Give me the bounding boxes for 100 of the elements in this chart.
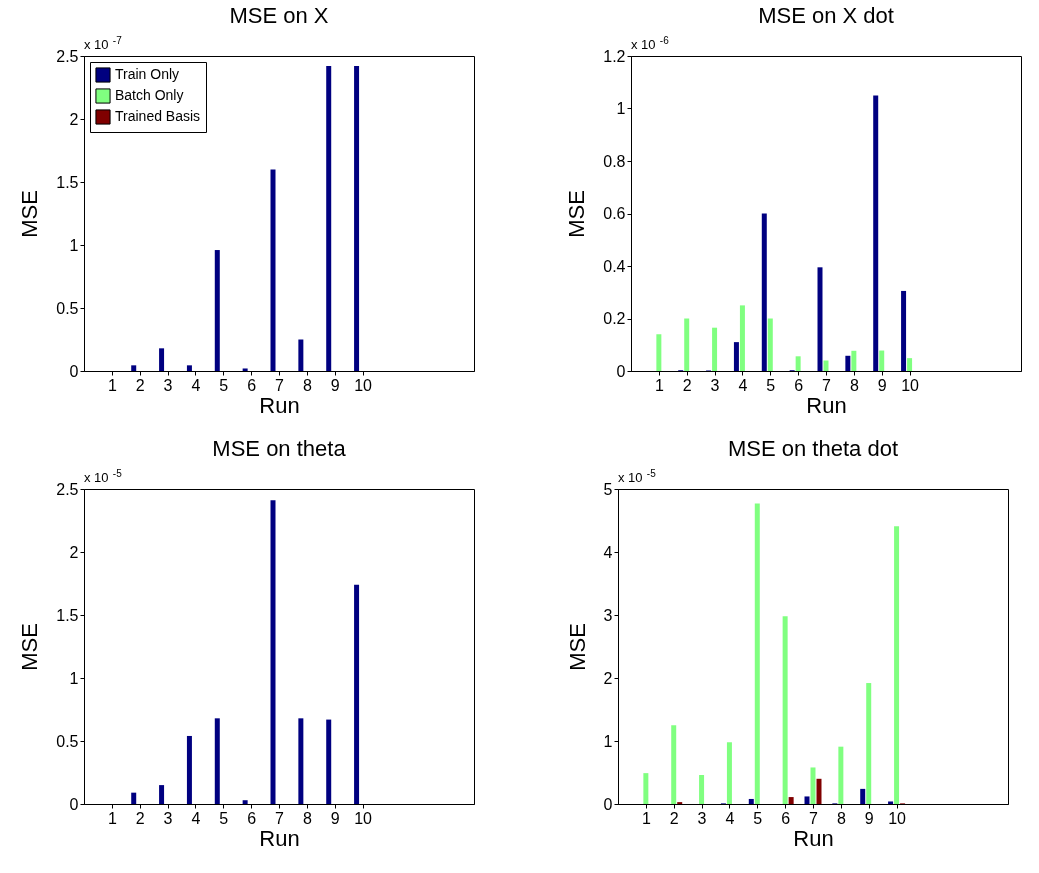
x-tick-label: 2 [135, 376, 145, 394]
x-axis-title: Run [259, 825, 300, 851]
text: x 10-5 [84, 468, 123, 485]
bar [699, 775, 705, 804]
y-tick-label: 0.2 [603, 310, 626, 327]
x-tick-label: 9 [864, 809, 874, 827]
y-tick-label: 0.6 [603, 205, 626, 222]
y-tick-label: 0.8 [603, 152, 626, 170]
bar [894, 526, 900, 804]
bar [873, 95, 879, 371]
y-tick-label: 2.5 [56, 47, 79, 65]
y-tick-label: 0 [69, 362, 79, 380]
x-tick-label: 5 [766, 376, 776, 394]
bar [761, 213, 767, 371]
bar [767, 318, 773, 371]
x-tick-label: 3 [710, 376, 720, 394]
y-tick-label: 4 [603, 543, 613, 561]
bar [270, 500, 276, 804]
bar [788, 797, 794, 804]
y-tick-label: 1 [616, 100, 626, 117]
bar [866, 683, 872, 804]
bar [656, 334, 662, 371]
bar [684, 318, 690, 371]
chart-title: MSE on theta dot [728, 436, 898, 461]
y-tick-label: 2 [69, 543, 79, 561]
bar [131, 792, 137, 804]
x-tick-label: 3 [697, 809, 707, 827]
x-tick-label: 6 [247, 376, 257, 394]
y-tick-label: 0.4 [603, 257, 626, 275]
x-tick-label: 9 [330, 809, 340, 827]
x-tick-label: 4 [725, 809, 735, 827]
bar [270, 169, 276, 371]
x-tick-label: 7 [809, 809, 819, 827]
x-tick-label: 10 [888, 809, 907, 827]
y-tick-label: 3 [603, 606, 613, 624]
x-tick-label: 2 [669, 809, 679, 827]
x-tick-label: 9 [330, 376, 340, 394]
bar [810, 767, 816, 804]
y-tick-label: 0 [616, 362, 626, 380]
x-axis-title: Run [793, 825, 834, 851]
text: x 10-7 [84, 35, 123, 52]
x-tick-label: 4 [191, 809, 201, 827]
x-tick-label: 5 [753, 809, 763, 827]
bar [901, 290, 907, 371]
x-tick-label: 8 [849, 376, 859, 394]
bar [214, 250, 220, 371]
y-axis-title: MSE [564, 623, 590, 671]
x-tick-label: 7 [822, 376, 832, 394]
y-tick-label: 0.5 [56, 299, 79, 317]
y-tick-label: 1.5 [56, 606, 79, 624]
bar [298, 718, 304, 804]
y-tick-label: 1.2 [603, 47, 626, 65]
y-tick-label: 2 [69, 110, 79, 128]
bar [643, 773, 649, 804]
x-tick-label: 7 [275, 809, 285, 827]
legend-label: Batch Only [115, 87, 184, 103]
bar [816, 778, 822, 804]
y-tick-label: 5 [603, 480, 613, 498]
bar [748, 798, 754, 804]
x-tick-label: 9 [877, 376, 887, 394]
bar [131, 365, 137, 371]
x-tick-label: 8 [302, 376, 312, 394]
y-axis-title: MSE [17, 190, 43, 238]
bar [795, 356, 801, 371]
legend-label: Train Only [115, 66, 180, 82]
y-tick-label: 1 [69, 236, 79, 254]
bar [733, 342, 739, 371]
x-axis-title: Run [806, 392, 847, 418]
y-tick-label: 0 [69, 795, 79, 813]
y-tick-label: 2 [603, 669, 613, 687]
bar [823, 360, 829, 371]
bar [888, 801, 894, 804]
x-tick-label: 10 [354, 809, 373, 827]
y-tick-label: 1.5 [56, 173, 79, 191]
chart-title: MSE on X dot [758, 3, 894, 28]
text: x 10-6 [631, 35, 670, 52]
bar [845, 355, 851, 371]
x-tick-label: 6 [794, 376, 804, 394]
bar [782, 616, 788, 804]
y-tick-label: 0.5 [56, 732, 79, 750]
x-tick-label: 10 [354, 376, 373, 394]
x-tick-label: 3 [163, 376, 173, 394]
bar [804, 796, 810, 804]
text: x 10-5 [618, 468, 657, 485]
bar [817, 267, 823, 371]
bar [860, 788, 866, 804]
y-axis-title: MSE [17, 623, 43, 671]
bar [242, 800, 248, 804]
x-tick-label: 4 [738, 376, 748, 394]
x-tick-label: 2 [682, 376, 692, 394]
x-tick-label: 5 [219, 809, 229, 827]
bar [838, 746, 844, 804]
bar [739, 305, 745, 371]
bar [671, 725, 677, 804]
bar [754, 503, 760, 804]
y-tick-label: 1 [69, 669, 79, 687]
x-tick-label: 5 [219, 376, 229, 394]
x-tick-label: 8 [302, 809, 312, 827]
x-tick-label: 1 [107, 809, 117, 827]
x-tick-label: 6 [247, 809, 257, 827]
